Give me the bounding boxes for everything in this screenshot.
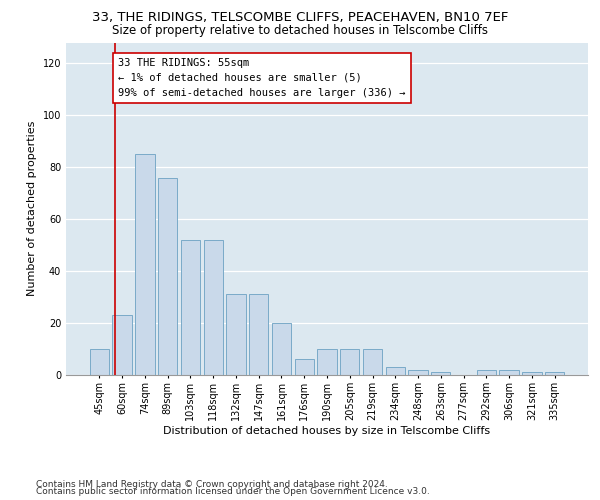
- Bar: [317, 349, 337, 375]
- X-axis label: Distribution of detached houses by size in Telscombe Cliffs: Distribution of detached houses by size …: [163, 426, 491, 436]
- Bar: [340, 349, 359, 375]
- Text: 33 THE RIDINGS: 55sqm
← 1% of detached houses are smaller (5)
99% of semi-detach: 33 THE RIDINGS: 55sqm ← 1% of detached h…: [118, 58, 406, 98]
- Text: Contains HM Land Registry data © Crown copyright and database right 2024.: Contains HM Land Registry data © Crown c…: [36, 480, 388, 489]
- Bar: [295, 360, 314, 375]
- Bar: [90, 349, 109, 375]
- Bar: [272, 323, 291, 375]
- Bar: [431, 372, 451, 375]
- Bar: [135, 154, 155, 375]
- Y-axis label: Number of detached properties: Number of detached properties: [27, 121, 37, 296]
- Bar: [158, 178, 178, 375]
- Bar: [409, 370, 428, 375]
- Text: Contains public sector information licensed under the Open Government Licence v3: Contains public sector information licen…: [36, 487, 430, 496]
- Text: 33, THE RIDINGS, TELSCOMBE CLIFFS, PEACEHAVEN, BN10 7EF: 33, THE RIDINGS, TELSCOMBE CLIFFS, PEACE…: [92, 11, 508, 24]
- Bar: [545, 372, 564, 375]
- Text: Size of property relative to detached houses in Telscombe Cliffs: Size of property relative to detached ho…: [112, 24, 488, 37]
- Bar: [249, 294, 268, 375]
- Bar: [363, 349, 382, 375]
- Bar: [112, 316, 132, 375]
- Bar: [181, 240, 200, 375]
- Bar: [499, 370, 519, 375]
- Bar: [386, 367, 405, 375]
- Bar: [476, 370, 496, 375]
- Bar: [203, 240, 223, 375]
- Bar: [226, 294, 245, 375]
- Bar: [522, 372, 542, 375]
